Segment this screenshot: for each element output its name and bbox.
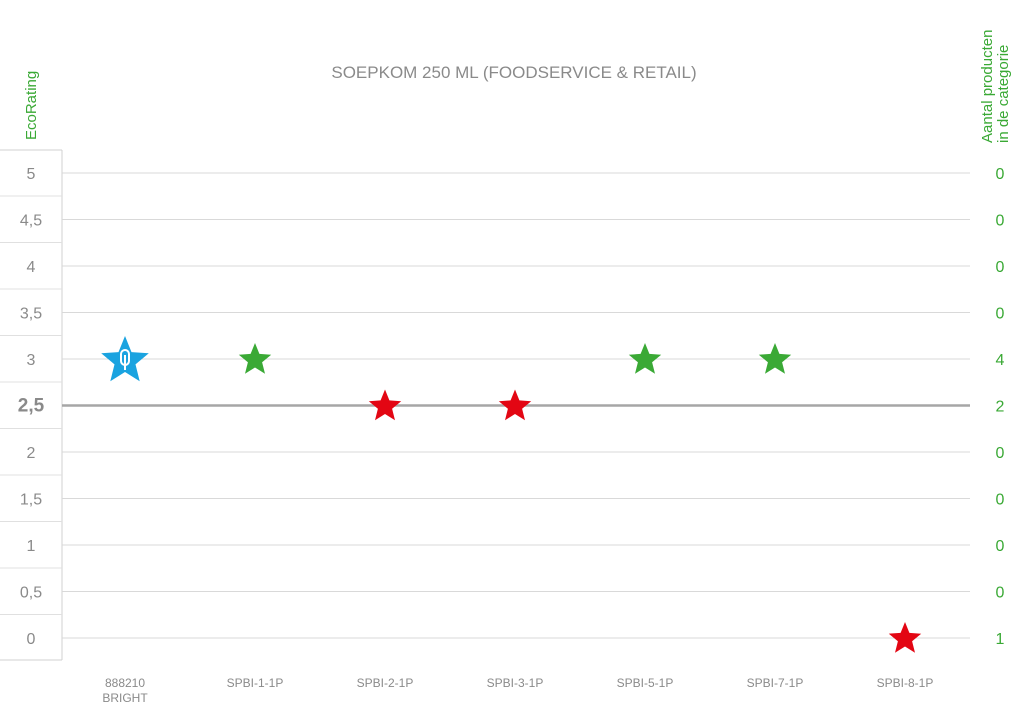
y-tick-label: 0 [27, 631, 36, 648]
y-axis-title: EcoRating [23, 70, 40, 140]
data-point-star-icon [238, 343, 272, 374]
y-tick-label: 3 [27, 352, 36, 369]
right-count-label: 2 [996, 399, 1005, 416]
x-tick-label: SPBI-5-1P [617, 676, 674, 690]
y-tick-label: 2 [27, 445, 36, 462]
y-axis-title-right: Aantal producten in de categorie [979, 29, 1012, 143]
y-tick-label: 4,5 [20, 213, 42, 230]
y-tick-label: 5 [27, 166, 36, 183]
y-tick-label: 1 [27, 538, 36, 555]
data-point-star-icon [368, 389, 402, 421]
y-tick-label: 2,5 [18, 396, 45, 417]
right-count-label: 0 [996, 445, 1005, 462]
chart-title: SOEPKOM 250 ML (FOODSERVICE & RETAIL) [331, 63, 696, 82]
y-axis-label-right: Aantal producten in de categorie [978, 8, 1018, 143]
x-tick-label: SPBI-3-1P [487, 676, 544, 690]
right-count-label: 4 [996, 352, 1005, 369]
x-tick-label: SPBI-2-1P [357, 676, 414, 690]
y-axis-label-left: EcoRating [22, 60, 42, 140]
data-point-star-icon [628, 343, 662, 374]
data-point-star-icon [888, 622, 922, 653]
right-count-label: 0 [996, 538, 1005, 555]
data-point-star-icon [498, 389, 532, 421]
x-tick-label: SPBI-7-1P [747, 676, 804, 690]
right-count-label: 0 [996, 166, 1005, 183]
y-tick-label: 1,5 [20, 492, 42, 509]
x-tick-label: 888210 BRIGHT [102, 676, 148, 705]
right-count-label: 1 [996, 631, 1005, 648]
right-count-label: 0 [996, 213, 1005, 230]
right-count-label: 0 [996, 259, 1005, 276]
x-tick-label: SPBI-1-1P [227, 676, 284, 690]
y-tick-label: 3,5 [20, 306, 42, 323]
data-point-star-icon [758, 343, 792, 374]
x-tick-label: SPBI-8-1P [877, 676, 934, 690]
right-count-label: 0 [996, 585, 1005, 602]
right-count-label: 0 [996, 306, 1005, 323]
y-tick-label: 0,5 [20, 585, 42, 602]
right-count-label: 0 [996, 492, 1005, 509]
y-tick-label: 4 [27, 259, 36, 276]
